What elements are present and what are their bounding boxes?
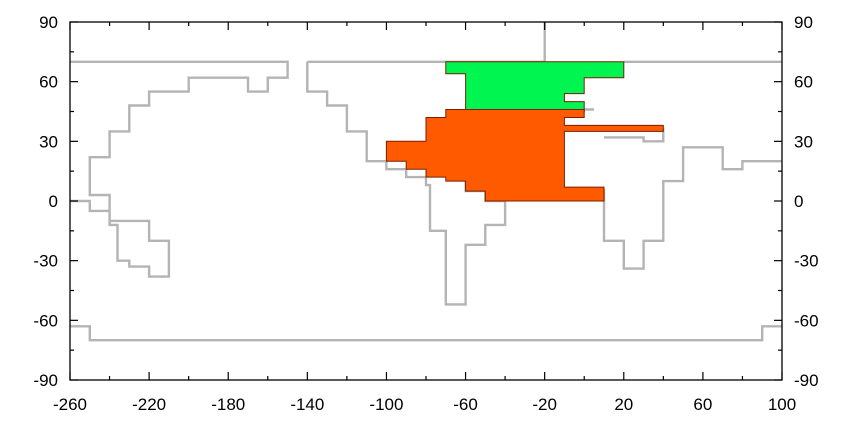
y-tick-label-left: 30: [39, 132, 58, 151]
x-tick-label: 20: [614, 395, 633, 414]
y-tick-label-right: -90: [794, 371, 819, 390]
x-tick-label: -180: [211, 395, 245, 414]
y-tick-label-right: 90: [794, 13, 813, 32]
y-tick-label-left: -90: [33, 371, 58, 390]
coastline-2: [306, 61, 507, 306]
y-tick-label-left: 0: [49, 192, 58, 211]
x-tick-label: -220: [132, 395, 166, 414]
x-tick-label: -20: [532, 395, 557, 414]
region-1: [385, 109, 664, 202]
coastline-7: [70, 325, 782, 342]
x-tick-label: 100: [768, 395, 796, 414]
y-tick-label-left: -60: [33, 311, 58, 330]
tick-layer: [69, 21, 783, 381]
x-tick-label: -140: [290, 395, 324, 414]
x-tick-label: -60: [453, 395, 478, 414]
y-tick-label-left: 60: [39, 73, 58, 92]
y-tick-label-right: 0: [794, 192, 803, 211]
coastline-6: [602, 146, 782, 270]
y-tick-label-left: 90: [39, 13, 58, 32]
x-tick-label: -100: [369, 395, 403, 414]
y-tick-label-right: 60: [794, 73, 813, 92]
region-0: [445, 61, 625, 112]
y-tick-label-right: 30: [794, 132, 813, 151]
y-tick-label-right: -30: [794, 252, 819, 271]
x-tick-label: -260: [53, 395, 87, 414]
y-tick-label-right: -60: [794, 311, 819, 330]
y-tick-label-left: -30: [33, 252, 58, 271]
x-tick-label: 60: [693, 395, 712, 414]
coastline-0: [70, 60, 289, 278]
region-layer: [385, 61, 664, 202]
tick-label-layer: -260 -220 -180 -140 -100 -60 -20 20 60 100 90 90 60 6…: [33, 13, 818, 414]
